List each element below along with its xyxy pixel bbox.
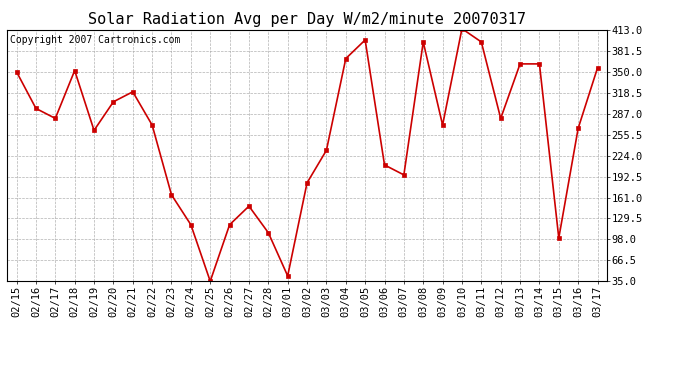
- Text: Copyright 2007 Cartronics.com: Copyright 2007 Cartronics.com: [10, 35, 180, 45]
- Title: Solar Radiation Avg per Day W/m2/minute 20070317: Solar Radiation Avg per Day W/m2/minute …: [88, 12, 526, 27]
